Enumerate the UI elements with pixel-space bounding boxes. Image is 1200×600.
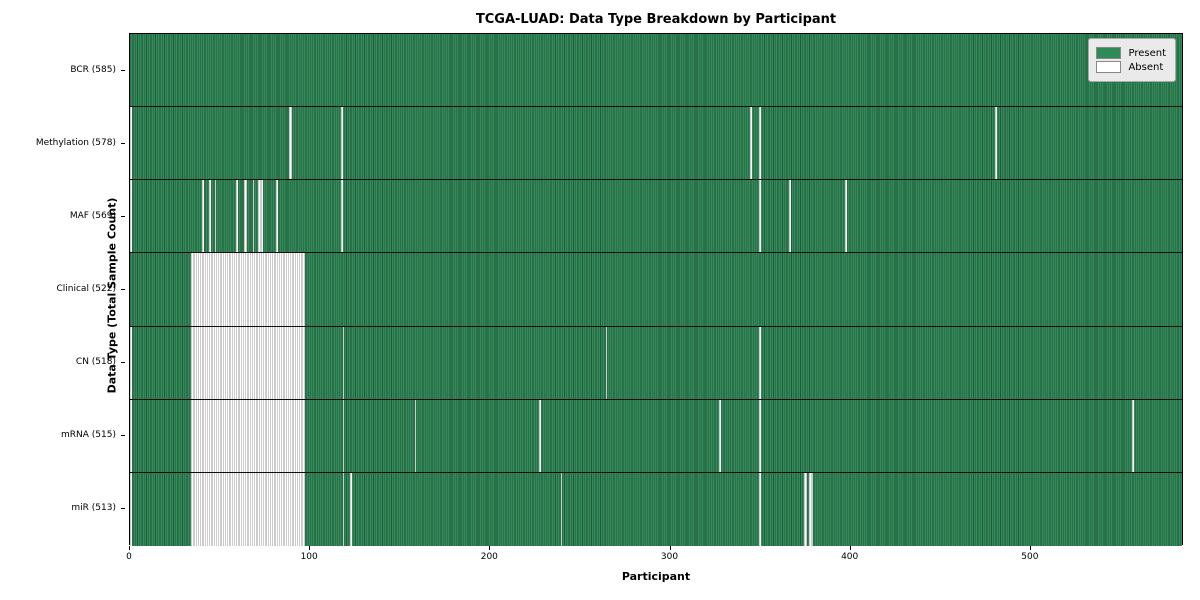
absent-stripe bbox=[243, 180, 248, 253]
absent-stripe bbox=[342, 326, 345, 399]
legend-label: Present bbox=[1128, 47, 1166, 59]
absent-stripe bbox=[130, 180, 132, 253]
y-tick-mark bbox=[121, 362, 125, 364]
heatmap-row bbox=[130, 472, 1182, 546]
absent-stripe bbox=[130, 472, 132, 546]
absent-stripe bbox=[275, 180, 278, 253]
absent-stripe bbox=[758, 472, 761, 546]
absent-stripe bbox=[340, 180, 343, 253]
absent-stripe bbox=[758, 107, 761, 180]
absent-stripe bbox=[130, 326, 132, 399]
y-tick-label: miR (513) bbox=[71, 503, 116, 514]
absent-stripe bbox=[809, 472, 813, 546]
legend-entry: Present bbox=[1096, 47, 1166, 59]
heatmap-row bbox=[130, 34, 1182, 108]
legend: Present Absent bbox=[1088, 38, 1176, 82]
x-tick-label: 400 bbox=[841, 552, 859, 562]
x-tick-mark bbox=[129, 546, 130, 550]
y-tick-label: CN (518) bbox=[75, 357, 116, 368]
absent-stripe bbox=[560, 472, 563, 546]
y-tick-mark bbox=[121, 215, 125, 217]
y-tick-mark bbox=[121, 142, 125, 144]
absent-stripe bbox=[1131, 399, 1134, 472]
chart-title: TCGA-LUAD: Data Type Breakdown by Partic… bbox=[475, 12, 837, 27]
y-tick-label: Methylation (578) bbox=[35, 137, 116, 148]
absent-stripe bbox=[340, 107, 343, 180]
absent-stripe bbox=[605, 326, 608, 399]
absent-stripe bbox=[414, 399, 417, 472]
y-tick-mark bbox=[121, 69, 125, 71]
absent-stripe bbox=[342, 399, 345, 472]
heatmap-row bbox=[130, 399, 1182, 473]
x-tick-label: 100 bbox=[300, 552, 318, 562]
absent-stripe bbox=[758, 399, 761, 472]
absent-stripe bbox=[191, 472, 305, 546]
absent-stripe bbox=[719, 399, 721, 472]
y-tick-label: MAF (569) bbox=[69, 210, 116, 221]
heatmap-row bbox=[130, 253, 1182, 327]
y-tick-mark bbox=[121, 289, 125, 290]
plot-area: Present Absent bbox=[129, 33, 1183, 546]
x-tick-mark bbox=[489, 546, 491, 550]
absent-stripe bbox=[214, 180, 217, 253]
absent-stripe bbox=[191, 399, 305, 472]
x-tick-label: 0 bbox=[126, 552, 132, 562]
heatmap-row bbox=[130, 180, 1182, 254]
heatmap-row bbox=[130, 326, 1182, 400]
y-tick-mark bbox=[121, 435, 125, 437]
y-tick-label: BCR (585) bbox=[70, 64, 116, 75]
absent-stripe bbox=[845, 180, 848, 253]
absent-stripe bbox=[252, 180, 255, 253]
x-tick-mark bbox=[1029, 546, 1031, 550]
absent-stripe bbox=[209, 180, 212, 253]
legend-entry: Absent bbox=[1096, 61, 1166, 73]
x-axis-title: Participant bbox=[621, 570, 691, 583]
y-axis: BCR (585) Methylation (578) MAF (569) Clini… bbox=[0, 33, 125, 545]
absent-stripe bbox=[749, 107, 752, 180]
absent-stripe bbox=[994, 107, 997, 180]
absent-stripe bbox=[191, 326, 305, 399]
absent-stripe bbox=[202, 180, 204, 253]
absent-stripe bbox=[789, 180, 792, 253]
absent-stripe bbox=[191, 253, 305, 326]
heatmap-row bbox=[130, 107, 1182, 181]
y-tick-mark bbox=[121, 508, 125, 510]
legend-swatch-icon bbox=[1096, 47, 1122, 59]
x-tick-label: 300 bbox=[660, 552, 679, 562]
absent-stripe bbox=[236, 180, 239, 253]
x-tick-mark bbox=[669, 546, 671, 550]
absent-stripe bbox=[758, 180, 761, 253]
absent-stripe bbox=[288, 107, 293, 180]
x-axis: 0 100 200 300 400 500 bbox=[126, 546, 1183, 566]
x-tick-label: 200 bbox=[480, 552, 498, 562]
absent-stripe bbox=[130, 399, 132, 472]
x-tick-label: 500 bbox=[1021, 552, 1039, 562]
absent-stripe bbox=[257, 180, 264, 253]
y-tick-label: Clinical (522) bbox=[56, 284, 116, 294]
absent-stripe bbox=[349, 472, 352, 546]
y-tick-label: mRNA (515) bbox=[61, 430, 116, 441]
absent-stripe bbox=[758, 326, 761, 399]
absent-stripe bbox=[803, 472, 808, 546]
x-tick-mark bbox=[309, 546, 311, 550]
absent-stripe bbox=[130, 107, 132, 180]
legend-label: Absent bbox=[1128, 61, 1164, 73]
absent-stripe bbox=[538, 399, 541, 472]
legend-swatch-icon bbox=[1096, 61, 1122, 73]
x-tick-mark bbox=[849, 546, 851, 550]
absent-stripe bbox=[342, 472, 345, 546]
